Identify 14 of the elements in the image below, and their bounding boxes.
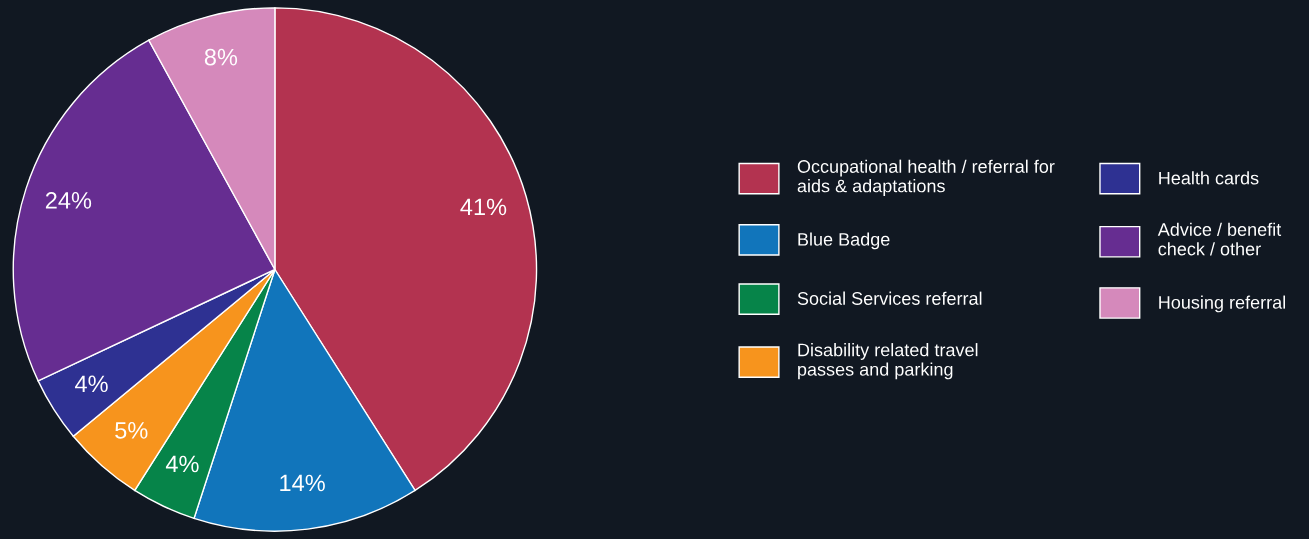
data-label: 4% — [165, 455, 199, 473]
data-label: 8% — [204, 48, 238, 66]
data-label: 24% — [45, 192, 92, 209]
data-label: 5% — [115, 422, 148, 439]
data-label: 41% — [460, 198, 507, 216]
legend-label: Disability related travel passes and parking — [798, 343, 978, 380]
legend-label: Social Services referral — [797, 291, 982, 305]
data-label: 14% — [280, 474, 325, 492]
legend-label: Occupational health / referral for aids & adaptations — [797, 159, 1055, 196]
data-label: 4% — [75, 375, 108, 393]
legend-label: Advice / benefit check / other — [1157, 222, 1282, 256]
legend-label: Blue Badge — [798, 232, 890, 250]
legend-label: Health cards — [1159, 171, 1259, 185]
legend-label: Housing referral — [1159, 295, 1286, 313]
